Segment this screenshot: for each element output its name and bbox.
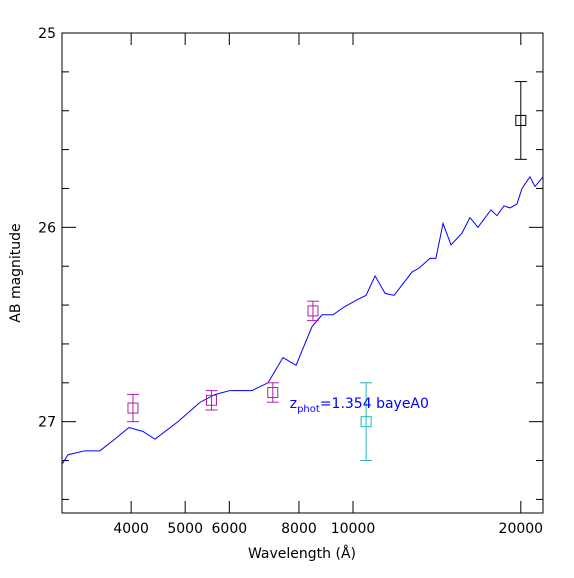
plot-frame [61, 32, 544, 514]
y-tick-label: 27 [38, 415, 56, 431]
y-tick-label: 26 [38, 220, 56, 236]
y-axis-label: AB magnitude [8, 223, 24, 322]
model-line [61, 175, 544, 465]
x-tick-label: 20000 [499, 521, 544, 537]
annotation-part: phot [297, 404, 320, 415]
annotation-part: z [290, 396, 297, 412]
photometry-point [515, 114, 527, 126]
annotation-part: =1.354 bayeA0 [320, 396, 429, 412]
y-tick-label: 25 [38, 26, 56, 42]
photometry-point [205, 394, 217, 406]
photometry-point [127, 402, 139, 414]
photometry-point [267, 387, 279, 399]
x-tick-label: 4000 [113, 521, 149, 537]
photometry-point [360, 416, 372, 428]
x-axis-label: Wavelength (Å) [248, 545, 356, 562]
x-tick-label: 5000 [167, 521, 203, 537]
annotation: zphot=1.354 bayeA0 [290, 396, 429, 415]
photometry-point [307, 305, 319, 317]
x-tick-label: 10000 [331, 521, 376, 537]
x-tick-label: 8000 [281, 521, 317, 537]
x-tick-label: 6000 [212, 521, 248, 537]
